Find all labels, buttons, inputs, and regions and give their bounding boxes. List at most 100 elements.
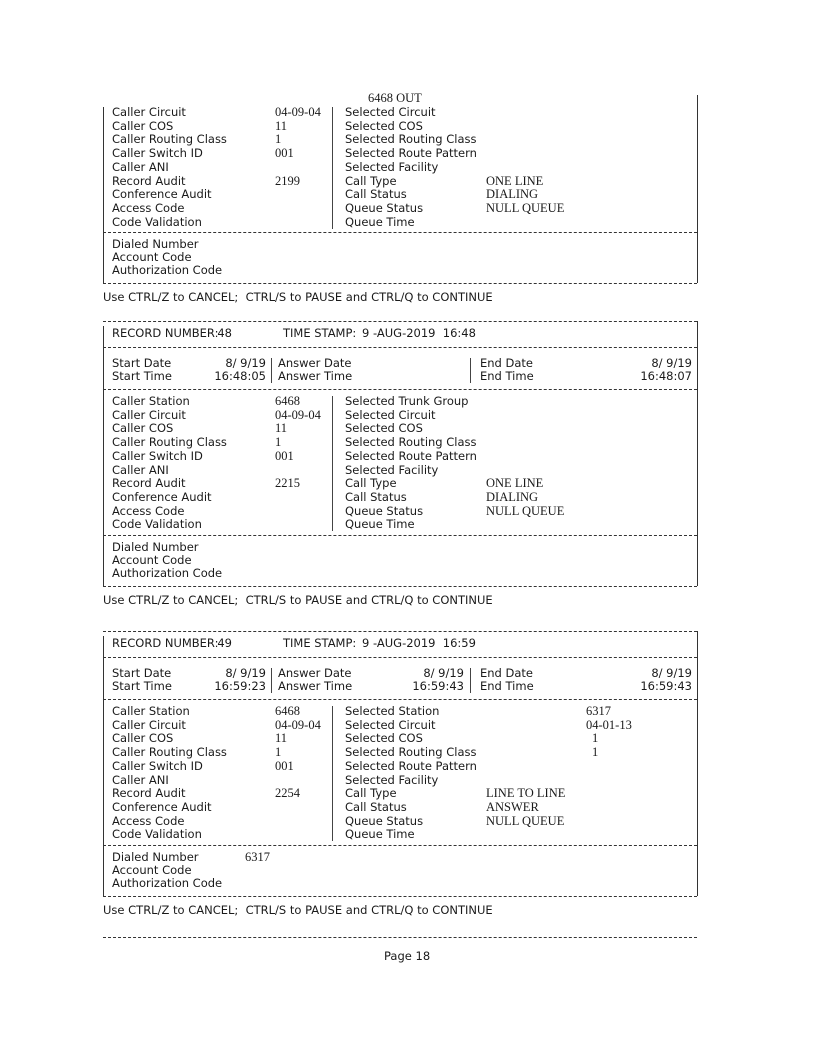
end-date: 8/ 9/19 bbox=[651, 666, 692, 680]
selected-field-label: Selected COS bbox=[345, 731, 423, 746]
vertical-divider bbox=[103, 107, 104, 283]
end-time-label: End Time bbox=[480, 679, 534, 693]
caller-field-value: 04-09-04 bbox=[275, 407, 321, 422]
caller-field-value: 6468 bbox=[275, 704, 300, 718]
end-date-label: End Date bbox=[480, 356, 533, 370]
selected-field-label: Selected Facility bbox=[345, 772, 439, 787]
caller-field-value: 1 bbox=[275, 132, 282, 147]
answer-date-label: Answer Date bbox=[278, 666, 352, 680]
dashed-divider bbox=[103, 845, 697, 846]
dashed-divider bbox=[103, 937, 697, 938]
caller-field-label: Caller ANI bbox=[112, 772, 169, 787]
dialed-field-label: Authorization Code bbox=[112, 566, 223, 581]
dialed-field-label: Authorization Code bbox=[112, 876, 223, 891]
vertical-divider bbox=[470, 358, 471, 383]
vertical-divider bbox=[271, 668, 272, 693]
selected-field-label: Queue Time bbox=[345, 827, 415, 842]
start-time-label: Start Time bbox=[112, 369, 172, 383]
caller-field-label: Caller Routing Class bbox=[112, 745, 227, 760]
vertical-divider bbox=[271, 358, 272, 383]
selected-field-label: Selected Route Pattern bbox=[345, 146, 477, 161]
selected-field-label: Selected Circuit bbox=[345, 407, 436, 422]
selected-field-value: 6317 bbox=[586, 704, 611, 718]
selected-field-label: Selected Station bbox=[345, 704, 440, 718]
selected-field-label: Selected Routing Class bbox=[345, 435, 477, 450]
selected-field-label: Selected Route Pattern bbox=[345, 448, 477, 463]
record-number-label: RECORD NUMBER: bbox=[112, 326, 219, 340]
selected-field-label: Call Status bbox=[345, 799, 407, 814]
answer-time: 16:59:43 bbox=[412, 679, 464, 693]
caller-field-value: 2215 bbox=[275, 476, 300, 491]
caller-field-value: 001 bbox=[275, 758, 294, 773]
record-number: 49 bbox=[217, 636, 232, 650]
start-date: 8/ 9/19 bbox=[225, 666, 266, 680]
selected-field-label: Selected Facility bbox=[345, 159, 439, 174]
vertical-divider bbox=[103, 636, 104, 896]
caller-field-label: Conference Audit bbox=[112, 187, 212, 202]
time-stamp: 9 -AUG-2019 16:48 bbox=[362, 326, 476, 340]
caller-field-label: Caller Circuit bbox=[112, 717, 186, 732]
selected-field-label: Queue Status bbox=[345, 503, 424, 518]
selected-field-value: NULL QUEUE bbox=[486, 503, 565, 518]
start-date-label: Start Date bbox=[112, 356, 172, 370]
answer-date: 8/ 9/19 bbox=[423, 666, 464, 680]
page-number: Page 18 bbox=[384, 949, 431, 963]
dialed-field-label: Account Code bbox=[112, 553, 192, 568]
start-time: 16:59:23 bbox=[214, 679, 266, 693]
end-time: 16:59:43 bbox=[640, 679, 692, 693]
dashed-divider bbox=[103, 283, 697, 284]
caller-field-label: Caller Switch ID bbox=[112, 448, 203, 463]
answer-time-label: Answer Time bbox=[278, 679, 353, 693]
selected-field-value: 04-01-13 bbox=[586, 717, 632, 732]
selected-field-value: 1 bbox=[592, 731, 599, 746]
vertical-divider bbox=[697, 631, 698, 896]
dialed-field-label: Account Code bbox=[112, 250, 192, 265]
overflow-value: 6468 OUT bbox=[368, 91, 422, 106]
caller-field-label: Access Code bbox=[112, 200, 185, 215]
caller-field-value: 2254 bbox=[275, 786, 300, 801]
answer-date-label: Answer Date bbox=[278, 356, 352, 370]
control-hint: Use CTRL/Z to CANCEL; CTRL/S to PAUSE an… bbox=[103, 593, 493, 607]
dashed-divider bbox=[103, 657, 697, 658]
selected-field-label: Selected Routing Class bbox=[345, 745, 477, 760]
selected-field-label: Call Type bbox=[345, 786, 397, 801]
selected-field-label: Call Type bbox=[345, 173, 397, 188]
caller-field-label: Caller COS bbox=[112, 731, 174, 746]
vertical-divider bbox=[332, 706, 333, 842]
time-stamp-label: TIME STAMP: bbox=[283, 636, 357, 650]
end-date: 8/ 9/19 bbox=[651, 356, 692, 370]
vertical-divider bbox=[697, 321, 698, 586]
selected-field-label: Queue Time bbox=[345, 214, 415, 229]
dashed-divider bbox=[103, 389, 697, 390]
caller-field-value: 001 bbox=[275, 146, 294, 161]
dashed-divider bbox=[103, 631, 697, 632]
caller-field-label: Caller Routing Class bbox=[112, 132, 227, 147]
dialed-field-label: Dialed Number bbox=[112, 540, 199, 554]
record-number-label: RECORD NUMBER: bbox=[112, 636, 219, 650]
vertical-divider bbox=[332, 396, 333, 532]
caller-field-value: 04-09-04 bbox=[275, 105, 321, 119]
caller-field-label: Caller Switch ID bbox=[112, 146, 203, 161]
record-number: 48 bbox=[217, 326, 232, 340]
caller-field-label: Code Validation bbox=[112, 827, 202, 842]
end-date-label: End Date bbox=[480, 666, 533, 680]
dialed-field-label: Dialed Number bbox=[112, 850, 199, 864]
vertical-divider bbox=[470, 668, 471, 693]
selected-field-label: Selected Circuit bbox=[345, 717, 436, 732]
caller-field-label: Code Validation bbox=[112, 214, 202, 229]
caller-field-label: Caller Circuit bbox=[112, 105, 186, 119]
caller-field-label: Access Code bbox=[112, 503, 185, 518]
start-date-label: Start Date bbox=[112, 666, 172, 680]
selected-field-label: Call Type bbox=[345, 476, 397, 491]
start-date: 8/ 9/19 bbox=[225, 356, 266, 370]
caller-field-label: Conference Audit bbox=[112, 489, 212, 504]
caller-field-label: Code Validation bbox=[112, 517, 202, 532]
selected-field-label: Selected COS bbox=[345, 118, 423, 133]
vertical-divider bbox=[697, 95, 698, 283]
caller-field-label: Caller Station bbox=[112, 394, 190, 408]
vertical-divider bbox=[103, 326, 104, 586]
end-time: 16:48:07 bbox=[640, 369, 692, 383]
caller-field-value: 11 bbox=[275, 118, 288, 133]
dialed-field-label: Account Code bbox=[112, 863, 192, 878]
dialed-field-label: Dialed Number bbox=[112, 237, 199, 251]
